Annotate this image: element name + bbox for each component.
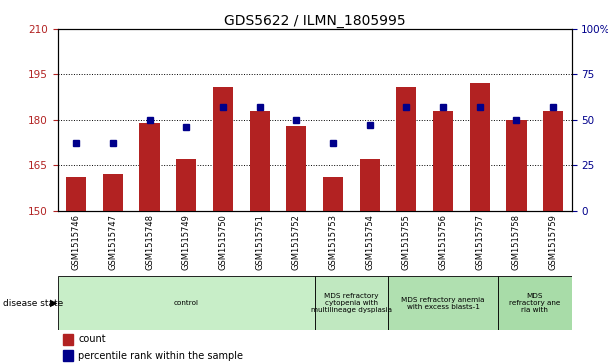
Title: GDS5622 / ILMN_1805995: GDS5622 / ILMN_1805995 xyxy=(224,14,406,28)
Text: GSM1515754: GSM1515754 xyxy=(365,214,374,270)
Text: MDS
refractory ane
ria with: MDS refractory ane ria with xyxy=(509,293,561,313)
Text: GSM1515747: GSM1515747 xyxy=(108,214,117,270)
Bar xyxy=(249,111,270,211)
Bar xyxy=(388,276,498,330)
Text: GSM1515753: GSM1515753 xyxy=(328,214,337,270)
Bar xyxy=(543,111,563,211)
Text: GSM1515751: GSM1515751 xyxy=(255,214,264,270)
Bar xyxy=(176,159,196,211)
Bar xyxy=(63,350,73,362)
Bar xyxy=(323,177,343,211)
Text: GSM1515757: GSM1515757 xyxy=(475,214,485,270)
Bar xyxy=(286,126,306,211)
Text: GSM1515752: GSM1515752 xyxy=(292,214,301,270)
Bar xyxy=(103,174,123,211)
Bar xyxy=(396,86,416,211)
Bar xyxy=(63,334,73,345)
Bar xyxy=(66,177,86,211)
Text: ▶: ▶ xyxy=(50,298,57,308)
Text: percentile rank within the sample: percentile rank within the sample xyxy=(78,351,243,361)
Bar xyxy=(315,276,388,330)
Bar xyxy=(506,120,527,211)
Text: control: control xyxy=(174,300,199,306)
Text: GSM1515750: GSM1515750 xyxy=(218,214,227,270)
Text: count: count xyxy=(78,334,106,344)
Bar xyxy=(433,111,453,211)
Text: GSM1515746: GSM1515746 xyxy=(72,214,81,270)
Text: GSM1515758: GSM1515758 xyxy=(512,214,521,270)
Text: GSM1515748: GSM1515748 xyxy=(145,214,154,270)
Text: GSM1515759: GSM1515759 xyxy=(548,214,558,270)
Bar xyxy=(213,86,233,211)
Text: disease state: disease state xyxy=(3,299,63,307)
Text: GSM1515755: GSM1515755 xyxy=(402,214,411,270)
Text: MDS refractory
cytopenia with
multilineage dysplasia: MDS refractory cytopenia with multilinea… xyxy=(311,293,392,313)
Bar xyxy=(359,159,380,211)
Text: GSM1515756: GSM1515756 xyxy=(438,214,447,270)
Text: MDS refractory anemia
with excess blasts-1: MDS refractory anemia with excess blasts… xyxy=(401,297,485,310)
Bar xyxy=(58,276,315,330)
Bar xyxy=(498,276,572,330)
Text: GSM1515749: GSM1515749 xyxy=(182,214,191,270)
Bar xyxy=(139,123,159,211)
Bar xyxy=(470,83,490,211)
